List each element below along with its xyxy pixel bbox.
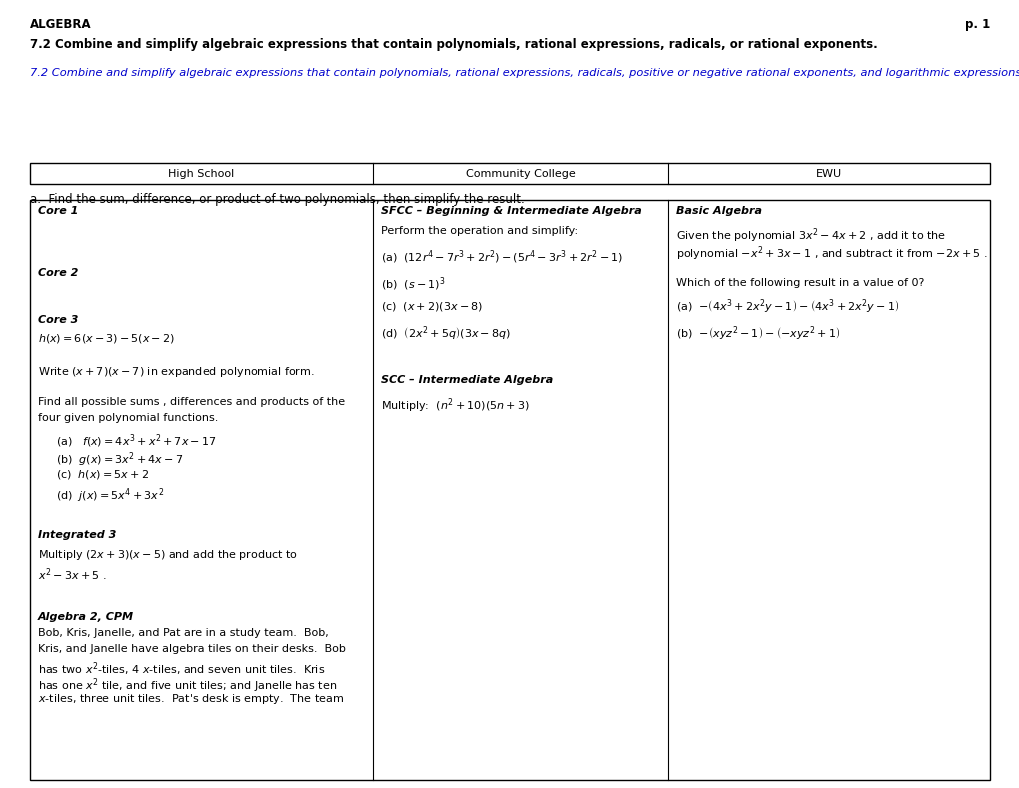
- Text: Multiply $(2x+3)(x-5)$ and add the product to: Multiply $(2x+3)(x-5)$ and add the produ…: [38, 548, 298, 562]
- Text: Core 3: Core 3: [38, 315, 78, 325]
- Text: Basic Algebra: Basic Algebra: [676, 206, 761, 216]
- Text: Community College: Community College: [465, 169, 575, 179]
- Text: Integrated 3: Integrated 3: [38, 530, 116, 540]
- Text: (b)  $g(x) = 3x^2 + 4x - 7$: (b) $g(x) = 3x^2 + 4x - 7$: [56, 450, 183, 469]
- Text: (c)  $(x+2)(3x-8)$: (c) $(x+2)(3x-8)$: [381, 300, 483, 313]
- Text: 7.2 Combine and simplify algebraic expressions that contain polynomials, rationa: 7.2 Combine and simplify algebraic expre…: [30, 68, 1019, 78]
- Text: (b)  $(s-1)^3$: (b) $(s-1)^3$: [381, 275, 445, 292]
- Text: ALGEBRA: ALGEBRA: [30, 18, 92, 31]
- Text: polynomial $-x^2 + 3x - 1$ , and subtract it from $-2x+5$ .: polynomial $-x^2 + 3x - 1$ , and subtrac…: [676, 244, 986, 262]
- Text: (d)  $\left(2x^2 + 5q\right)(3x - 8q)$: (d) $\left(2x^2 + 5q\right)(3x - 8q)$: [381, 325, 511, 344]
- Text: Write $(x+7)(x-7)$ in expanded polynomial form.: Write $(x+7)(x-7)$ in expanded polynomia…: [38, 365, 315, 379]
- Text: $x$-tiles, three unit tiles.  Pat's desk is empty.  The team: $x$-tiles, three unit tiles. Pat's desk …: [38, 692, 343, 706]
- Text: EWU: EWU: [815, 169, 842, 179]
- Text: Bob, Kris, Janelle, and Pat are in a study team.  Bob,: Bob, Kris, Janelle, and Pat are in a stu…: [38, 628, 328, 638]
- Text: Multiply:  $\left(n^2 + 10\right)(5n + 3)$: Multiply: $\left(n^2 + 10\right)(5n + 3)…: [381, 396, 529, 414]
- Text: $h(x) = 6(x-3) - 5(x-2)$: $h(x) = 6(x-3) - 5(x-2)$: [38, 332, 174, 345]
- Text: has one $x^2$ tile, and five unit tiles; and Janelle has ten: has one $x^2$ tile, and five unit tiles;…: [38, 676, 337, 694]
- Text: (d)  $j(x) = 5x^4 + 3x^2$: (d) $j(x) = 5x^4 + 3x^2$: [56, 486, 164, 504]
- Bar: [30, 163, 989, 184]
- Text: SFCC – Beginning & Intermediate Algebra: SFCC – Beginning & Intermediate Algebra: [381, 206, 641, 216]
- Text: Given the polynomial $3x^2 - 4x + 2$ , add it to the: Given the polynomial $3x^2 - 4x + 2$ , a…: [676, 226, 946, 244]
- Text: $x^2 - 3x + 5$ .: $x^2 - 3x + 5$ .: [38, 566, 106, 582]
- Text: High School: High School: [168, 169, 234, 179]
- Text: Find all possible sums , differences and products of the: Find all possible sums , differences and…: [38, 397, 344, 407]
- Text: (a)   $f(x) = 4x^3 + x^2 + 7x - 17$: (a) $f(x) = 4x^3 + x^2 + 7x - 17$: [56, 432, 216, 450]
- Text: (b)  $-\left(xyz^2 - 1\right) - \left(-xyz^2 + 1\right)$: (b) $-\left(xyz^2 - 1\right) - \left(-xy…: [676, 325, 840, 344]
- Text: SCC – Intermediate Algebra: SCC – Intermediate Algebra: [381, 375, 552, 385]
- Text: a.  Find the sum, difference, or product of two polynomials, then simplify the r: a. Find the sum, difference, or product …: [30, 193, 524, 206]
- Text: (a)  $\left(12r^4 - 7r^3 + 2r^2\right) - \left(5r^4 - 3r^3 + 2r^2 - 1\right)$: (a) $\left(12r^4 - 7r^3 + 2r^2\right) - …: [381, 248, 623, 266]
- Text: (c)  $h(x) = 5x + 2$: (c) $h(x) = 5x + 2$: [56, 468, 149, 481]
- Text: Which of the following result in a value of 0?: Which of the following result in a value…: [676, 278, 923, 288]
- Text: (a)  $-\left(4x^3 + 2x^2y - 1\right) - \left(4x^3 + 2x^2y - 1\right)$: (a) $-\left(4x^3 + 2x^2y - 1\right) - \l…: [676, 298, 899, 317]
- Text: 7.2 Combine and simplify algebraic expressions that contain polynomials, rationa: 7.2 Combine and simplify algebraic expre…: [30, 38, 877, 51]
- Text: Kris, and Janelle have algebra tiles on their desks.  Bob: Kris, and Janelle have algebra tiles on …: [38, 644, 345, 654]
- Text: Perform the operation and simplify:: Perform the operation and simplify:: [381, 226, 578, 236]
- Text: Core 2: Core 2: [38, 268, 78, 278]
- Text: four given polynomial functions.: four given polynomial functions.: [38, 413, 218, 423]
- Text: Algebra 2, CPM: Algebra 2, CPM: [38, 612, 133, 622]
- Text: Core 1: Core 1: [38, 206, 78, 216]
- Text: has two $x^2$-tiles, 4 $x$-tiles, and seven unit tiles.  Kris: has two $x^2$-tiles, 4 $x$-tiles, and se…: [38, 660, 325, 678]
- Text: p. 1: p. 1: [964, 18, 989, 31]
- Bar: [30, 200, 989, 780]
